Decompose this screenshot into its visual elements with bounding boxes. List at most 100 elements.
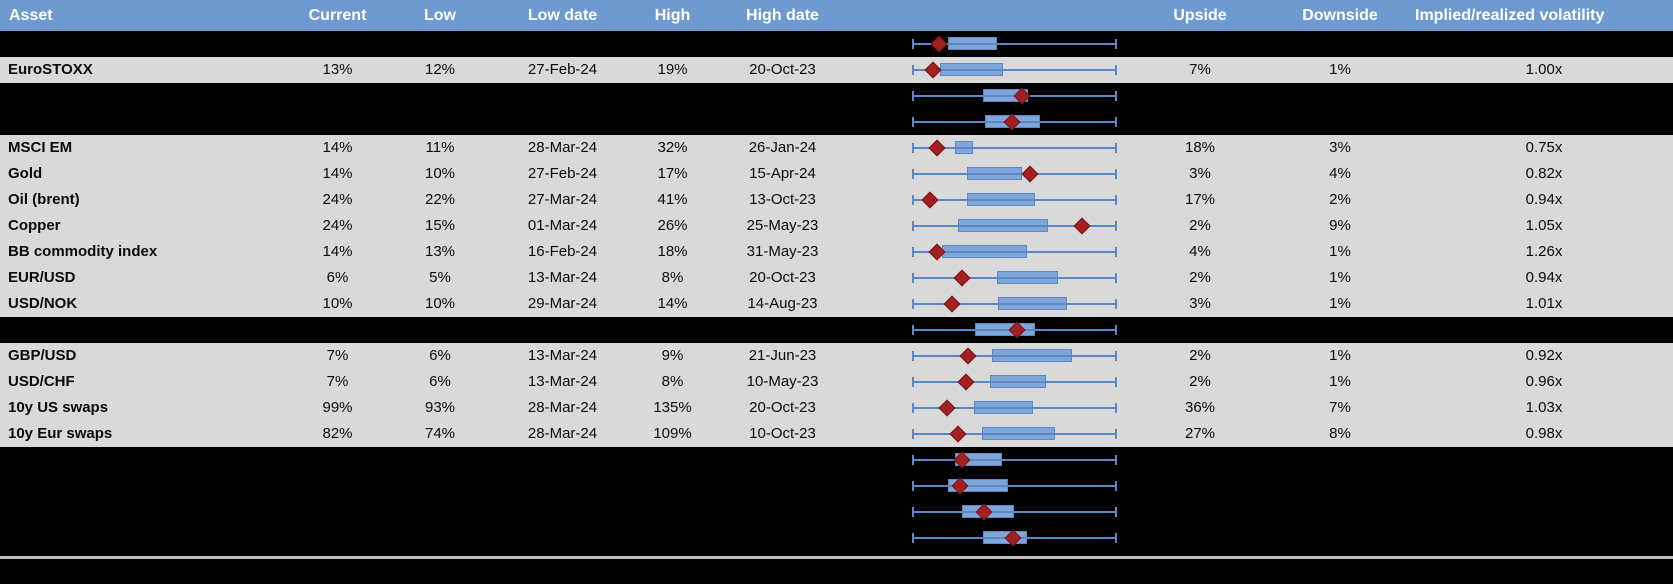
whisker-left-tick (912, 429, 914, 439)
low-date: 27-Feb-24 (527, 165, 598, 182)
bottom-divider-line (0, 556, 1673, 559)
col-header-low: Low (424, 6, 456, 24)
volatility-boxplot (850, 109, 1135, 135)
implied-realized-ratio: 0.94x (1525, 269, 1563, 286)
whisker-line (912, 251, 1117, 253)
whisker-line (912, 407, 1117, 409)
boxplot-canvas (912, 57, 1117, 83)
whisker-left-tick (912, 533, 914, 543)
low-value: 13% (424, 243, 456, 260)
asset-name: BB commodity index (8, 243, 158, 260)
whisker-line (912, 225, 1117, 227)
whisker-left-tick (912, 247, 914, 257)
implied-realized-ratio: 1.03x (1525, 399, 1563, 416)
current-value: 10% (322, 295, 353, 312)
volatility-boxplot (850, 499, 1135, 525)
whisker-right-tick (1115, 143, 1117, 153)
table-row: EuroSTOXX 13% 12% 27-Feb-24 19% 20-Oct-2… (0, 57, 1673, 83)
volatility-boxplot (850, 447, 1135, 473)
whisker-left-tick (912, 325, 914, 335)
downside-value: 1% (1329, 269, 1351, 286)
high-date: 10-Oct-23 (749, 425, 816, 442)
col-header-current: Current (308, 6, 367, 24)
upside-value: 27% (1184, 425, 1216, 442)
low-value: 93% (424, 399, 456, 416)
upside-value: 2% (1189, 269, 1211, 286)
whisker-left-tick (912, 403, 914, 413)
whisker-left-tick (912, 65, 914, 75)
downside-value: 3% (1329, 139, 1351, 156)
table-row (0, 473, 1673, 499)
whisker-right-tick (1115, 429, 1117, 439)
upside-value: 18% (1184, 139, 1216, 156)
downside-value: 7% (1329, 399, 1351, 416)
asset-name: 10y US swaps (8, 399, 109, 416)
low-date: 13-Mar-24 (527, 373, 598, 390)
whisker-right-tick (1115, 325, 1117, 335)
whisker-line (912, 147, 1117, 149)
volatility-boxplot (850, 343, 1135, 369)
table-row: Oil (brent) 24% 22% 27-Mar-24 41% 13-Oct… (0, 187, 1673, 213)
whisker-left-tick (912, 39, 914, 49)
implied-realized-ratio: 0.96x (1525, 373, 1563, 390)
whisker-left-tick (912, 455, 914, 465)
col-header-asset: Asset (9, 6, 53, 24)
whisker-left-tick (912, 507, 914, 517)
current-value: 7% (326, 347, 349, 364)
boxplot-canvas (912, 317, 1117, 343)
volatility-boxplot (850, 239, 1135, 265)
asset-name: GBP/USD (8, 347, 77, 364)
volatility-boxplot (850, 213, 1135, 239)
table-row (0, 447, 1673, 473)
col-header-downside: Downside (1302, 6, 1378, 24)
current-marker-diamond (1021, 165, 1039, 183)
table-row: MSCI EM 14% 11% 28-Mar-24 32% 26-Jan-24 … (0, 135, 1673, 161)
low-value: 6% (429, 347, 451, 364)
volatility-boxplot (850, 57, 1135, 83)
downside-value: 1% (1329, 61, 1351, 78)
whisker-right-tick (1115, 299, 1117, 309)
whisker-line (912, 511, 1117, 513)
boxplot-canvas (912, 291, 1117, 317)
whisker-right-tick (1115, 481, 1117, 491)
whisker-right-tick (1115, 377, 1117, 387)
volatility-boxplot (850, 395, 1135, 421)
whisker-left-tick (912, 195, 914, 205)
whisker-right-tick (1115, 403, 1117, 413)
boxplot-canvas (912, 161, 1117, 187)
boxplot-canvas (912, 473, 1117, 499)
low-value: 10% (424, 165, 456, 182)
whisker-left-tick (912, 91, 914, 101)
current-marker-diamond (943, 295, 961, 313)
whisker-right-tick (1115, 195, 1117, 205)
asset-name: EUR/USD (8, 269, 76, 286)
boxplot-canvas (912, 395, 1117, 421)
low-date: 27-Feb-24 (527, 61, 598, 78)
table-body: EuroSTOXX 13% 12% 27-Feb-24 19% 20-Oct-2… (0, 31, 1673, 551)
whisker-line (912, 355, 1117, 357)
upside-value: 17% (1184, 191, 1216, 208)
current-marker-diamond (949, 425, 967, 443)
current-value: 99% (322, 399, 353, 416)
table-row (0, 317, 1673, 343)
current-marker-diamond (921, 191, 939, 209)
high-value: 17% (657, 165, 688, 182)
high-date: 20-Oct-23 (749, 399, 816, 416)
high-value: 9% (661, 347, 684, 364)
low-date: 01-Mar-24 (527, 217, 598, 234)
boxplot-canvas (912, 31, 1117, 57)
high-date: 20-Oct-23 (749, 61, 816, 78)
high-value: 19% (657, 61, 688, 78)
downside-value: 1% (1329, 373, 1351, 390)
whisker-line (912, 303, 1117, 305)
whisker-line (912, 433, 1117, 435)
volatility-boxplot (850, 161, 1135, 187)
whisker-line (912, 173, 1117, 175)
upside-value: 2% (1189, 347, 1211, 364)
table-row: USD/CHF 7% 6% 13-Mar-24 8% 10-May-23 2% … (0, 369, 1673, 395)
asset-name: MSCI EM (8, 139, 73, 156)
current-value: 7% (326, 373, 349, 390)
volatility-boxplot (850, 187, 1135, 213)
current-marker-diamond (957, 373, 975, 391)
